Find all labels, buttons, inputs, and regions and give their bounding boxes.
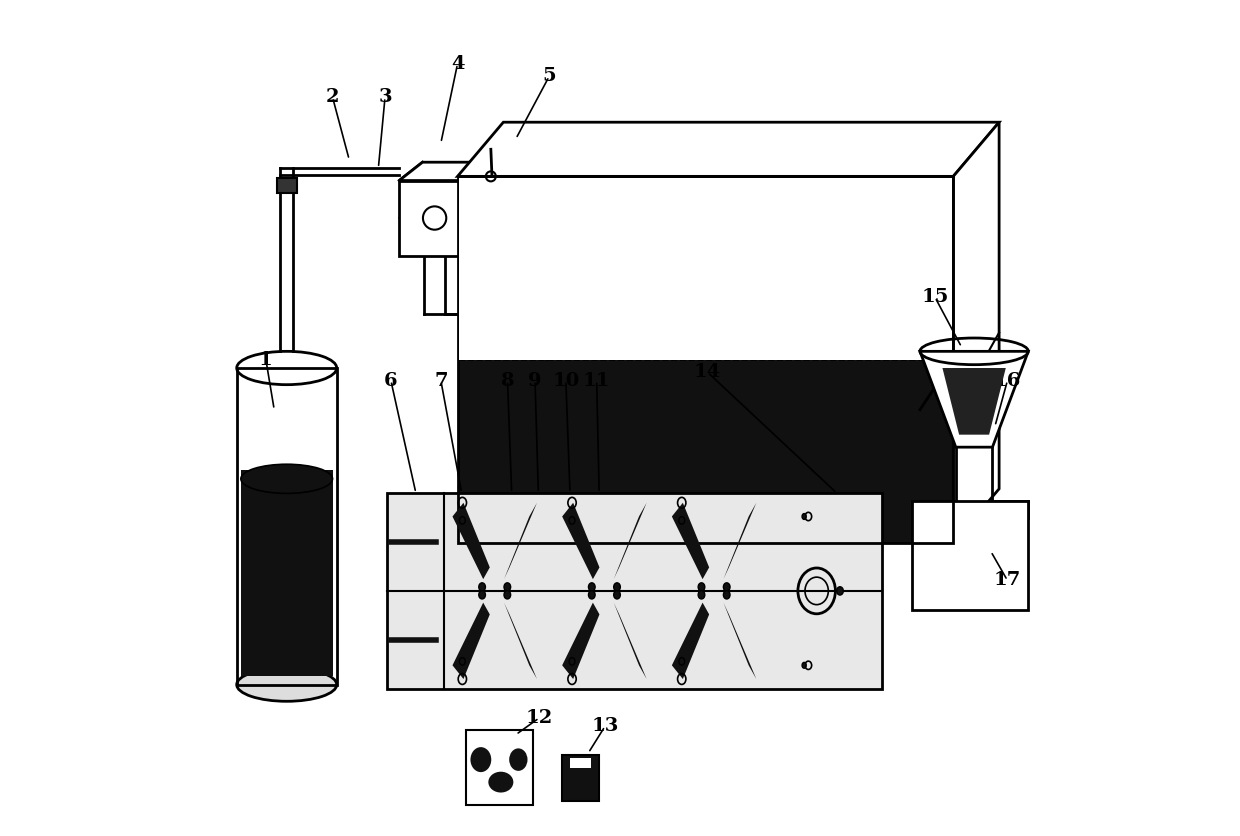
Polygon shape — [942, 368, 1006, 435]
Text: 6: 6 — [384, 371, 398, 390]
Text: 16: 16 — [993, 371, 1021, 390]
Ellipse shape — [678, 517, 684, 524]
Ellipse shape — [503, 591, 511, 599]
Polygon shape — [723, 603, 756, 679]
Ellipse shape — [723, 583, 730, 591]
Polygon shape — [458, 122, 999, 176]
Polygon shape — [954, 122, 999, 543]
Polygon shape — [562, 603, 599, 679]
Ellipse shape — [460, 517, 465, 524]
Bar — [562, 756, 599, 801]
Ellipse shape — [479, 591, 485, 599]
Text: 3: 3 — [378, 89, 392, 106]
Ellipse shape — [470, 747, 491, 772]
Ellipse shape — [569, 517, 575, 524]
Ellipse shape — [614, 583, 620, 591]
Ellipse shape — [589, 591, 595, 599]
Polygon shape — [470, 162, 494, 256]
Ellipse shape — [589, 583, 595, 591]
Polygon shape — [453, 603, 490, 679]
Text: 15: 15 — [921, 288, 949, 306]
Bar — [458, 176, 954, 543]
Ellipse shape — [489, 772, 513, 793]
Ellipse shape — [569, 658, 575, 665]
Text: 12: 12 — [526, 709, 553, 727]
Ellipse shape — [503, 583, 511, 591]
Text: 4: 4 — [451, 55, 464, 73]
Ellipse shape — [614, 591, 620, 599]
Polygon shape — [503, 603, 537, 679]
Text: 5: 5 — [542, 68, 556, 85]
Bar — [387, 493, 883, 689]
Polygon shape — [614, 502, 646, 579]
Ellipse shape — [241, 464, 332, 493]
Ellipse shape — [678, 658, 684, 665]
Bar — [911, 502, 1028, 609]
Ellipse shape — [479, 583, 485, 591]
Bar — [241, 471, 332, 676]
Text: 13: 13 — [591, 717, 619, 736]
Ellipse shape — [460, 658, 465, 665]
Ellipse shape — [723, 591, 730, 599]
Ellipse shape — [237, 668, 337, 701]
Ellipse shape — [837, 587, 843, 595]
Polygon shape — [453, 502, 490, 579]
Text: 9: 9 — [528, 371, 542, 390]
Polygon shape — [562, 502, 599, 579]
Polygon shape — [723, 502, 756, 579]
Text: 14: 14 — [694, 363, 722, 381]
Bar — [458, 176, 954, 543]
Bar — [277, 178, 296, 193]
Bar — [459, 178, 951, 359]
Text: 7: 7 — [434, 371, 448, 390]
Text: 17: 17 — [993, 572, 1021, 589]
Polygon shape — [399, 162, 494, 181]
Ellipse shape — [698, 583, 704, 591]
Bar — [399, 181, 470, 256]
Text: 8: 8 — [501, 371, 515, 390]
Polygon shape — [920, 351, 1028, 447]
Ellipse shape — [481, 318, 496, 323]
Polygon shape — [672, 502, 709, 579]
Ellipse shape — [510, 748, 527, 771]
Polygon shape — [672, 603, 709, 679]
Bar — [237, 368, 337, 685]
Ellipse shape — [802, 662, 806, 668]
Text: 1: 1 — [259, 350, 273, 369]
Text: 10: 10 — [552, 371, 579, 390]
Ellipse shape — [698, 591, 704, 599]
Polygon shape — [459, 178, 580, 359]
Bar — [466, 731, 532, 805]
Polygon shape — [614, 603, 646, 679]
Bar — [570, 758, 590, 768]
Polygon shape — [503, 502, 537, 579]
Text: 11: 11 — [583, 371, 610, 390]
Ellipse shape — [802, 513, 806, 519]
Text: 2: 2 — [326, 89, 340, 106]
